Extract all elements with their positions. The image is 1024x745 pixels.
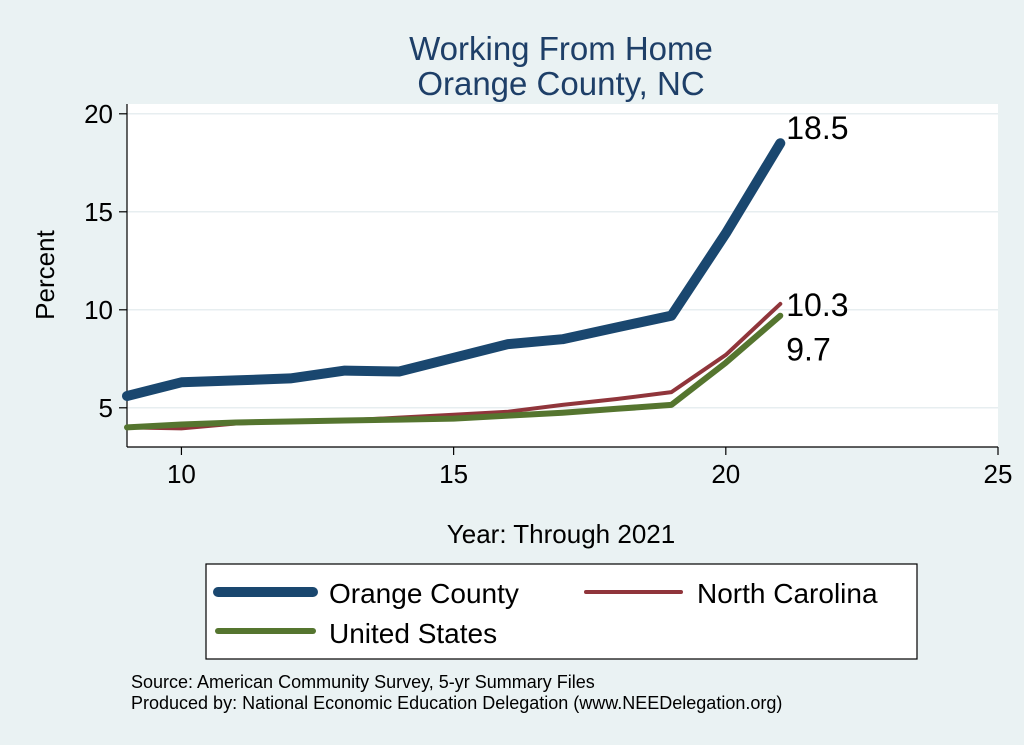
x-axis-label: Year: Through 2021 — [447, 519, 675, 549]
end-label-orange-county: 18.5 — [786, 110, 848, 146]
x-tick-label-25: 25 — [984, 459, 1013, 489]
legend: Orange County North Carolina United Stat… — [205, 563, 918, 660]
end-label-united-states: 9.7 — [786, 332, 830, 368]
legend-box — [205, 563, 918, 660]
legend-label-north-carolina: North Carolina — [697, 578, 878, 609]
producer-note: Produced by: National Economic Education… — [131, 693, 782, 713]
series-lines — [122, 138, 786, 431]
source-note: Source: American Community Survey, 5-yr … — [131, 672, 595, 692]
x-tick-label-10: 10 — [167, 459, 196, 489]
series-line-united-states — [124, 312, 784, 431]
axes — [126, 104, 998, 448]
x-tick-label-20: 20 — [711, 459, 740, 489]
y-tick-label-10: 10 — [84, 295, 113, 325]
end-labels: 18.5 10.3 9.7 — [786, 110, 848, 367]
end-label-north-carolina: 10.3 — [786, 287, 848, 323]
gridlines — [127, 113, 998, 409]
chart-title-line-2: Orange County, NC — [417, 65, 704, 102]
y-tick-label-20: 20 — [84, 99, 113, 129]
y-axis-label: Percent — [30, 229, 60, 319]
plot-area — [127, 104, 998, 447]
x-tick-label-15: 15 — [439, 459, 468, 489]
legend-label-united-states: United States — [329, 618, 497, 649]
ticks: 5 10 15 20 10 15 20 25 — [84, 99, 1012, 489]
legend-label-orange-county: Orange County — [329, 578, 519, 609]
y-tick-label-5: 5 — [99, 393, 113, 423]
chart-title-line-1: Working From Home — [409, 30, 713, 67]
series-line-orange-county — [122, 138, 786, 401]
y-tick-label-15: 15 — [84, 197, 113, 227]
